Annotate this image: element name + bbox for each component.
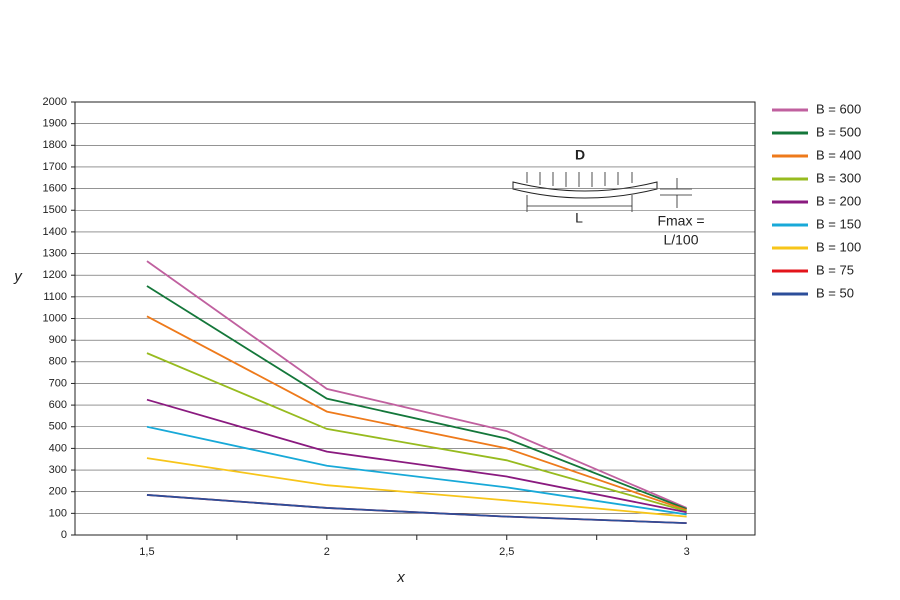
- series-line: [146, 352, 687, 513]
- y-tick-label: 1600: [43, 183, 67, 195]
- series-line: [146, 285, 687, 510]
- annotation: L/100: [663, 232, 698, 248]
- y-tick-label: 1800: [43, 139, 67, 151]
- y-tick-label: 1900: [43, 118, 67, 130]
- y-tick-label: 200: [49, 486, 67, 498]
- legend-label: B = 600: [816, 101, 861, 116]
- y-tick-label: 1100: [43, 291, 67, 303]
- y-axis-label: y: [13, 268, 23, 285]
- x-axis-label: x: [396, 569, 405, 586]
- series-line: [146, 457, 687, 518]
- legend-label: B = 400: [816, 147, 861, 162]
- x-tick-label: 2,5: [499, 546, 514, 558]
- y-tick-label: 1400: [43, 226, 67, 238]
- y-tick-label: 700: [49, 377, 67, 389]
- legend-label: B = 150: [816, 216, 861, 231]
- y-tick-label: 400: [49, 442, 67, 454]
- legend-label: B = 300: [816, 170, 861, 185]
- legend-label: B = 500: [816, 124, 861, 139]
- annotation: L: [575, 210, 583, 226]
- y-tick-label: 900: [49, 334, 67, 346]
- x-tick-label: 1,5: [139, 546, 154, 558]
- series-line: [146, 315, 687, 511]
- annotation: D: [575, 147, 585, 163]
- x-tick-label: 3: [684, 546, 690, 558]
- y-tick-label: 500: [49, 421, 67, 433]
- y-tick-label: 600: [49, 399, 67, 411]
- y-tick-label: 800: [49, 356, 67, 368]
- series-line: [146, 425, 687, 516]
- series-line: [146, 494, 687, 524]
- x-tick-label: 2: [324, 546, 330, 558]
- legend-label: B = 50: [816, 285, 854, 300]
- y-tick-label: 100: [49, 507, 67, 519]
- y-tick-label: 1300: [43, 247, 67, 259]
- series-line: [146, 260, 687, 509]
- beam-diagram: [512, 172, 692, 212]
- legend-label: B = 75: [816, 262, 854, 277]
- y-tick-label: 1700: [43, 161, 67, 173]
- annotation: Fmax =: [657, 213, 704, 229]
- legend-label: B = 100: [816, 239, 861, 254]
- y-tick-label: 1000: [43, 312, 67, 324]
- y-tick-label: 1500: [43, 204, 67, 216]
- legend-label: B = 200: [816, 193, 861, 208]
- y-tick-label: 1200: [43, 269, 67, 281]
- plot-frame: [74, 101, 756, 536]
- y-tick-label: 300: [49, 464, 67, 476]
- y-tick-label: 2000: [43, 96, 67, 108]
- y-tick-label: 0: [61, 529, 67, 541]
- series-line: [146, 398, 687, 514]
